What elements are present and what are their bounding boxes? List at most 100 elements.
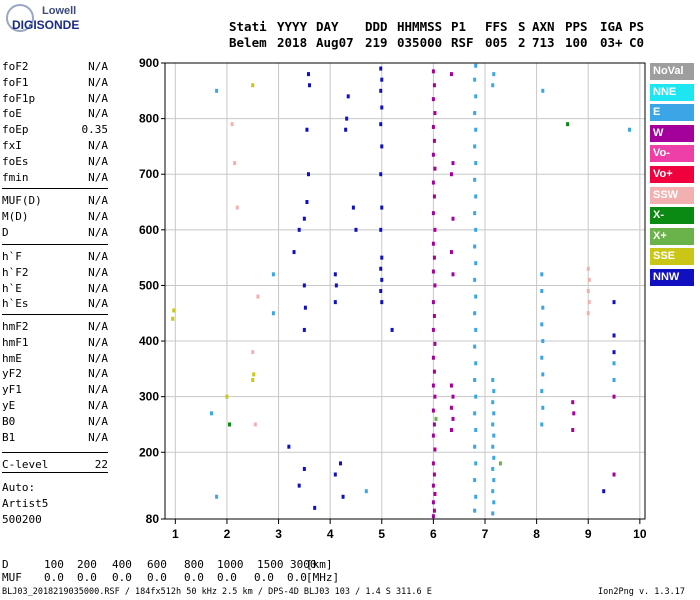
header-value-4: 035000 (397, 35, 443, 50)
footer-d-value: 400 (112, 558, 132, 571)
x-tick-label: 6 (430, 527, 437, 541)
param-row-ye: yE N/A (2, 399, 108, 415)
header-label-7: S (518, 19, 526, 34)
data-point-e (474, 294, 478, 299)
data-point-w (431, 433, 435, 438)
data-point-nnw (345, 116, 349, 121)
param-row-hf2: h`F2 N/A (2, 266, 108, 282)
footer-d-value: 1500 (257, 558, 284, 571)
param-name: foEs (2, 154, 29, 168)
data-point-ssw (586, 311, 590, 316)
data-point-nnw (313, 505, 317, 510)
data-point-e (474, 63, 478, 68)
data-point-nnw (612, 333, 616, 338)
header-value-0: Belem (229, 35, 267, 50)
data-point-e (473, 444, 477, 449)
digisonde-logo: Lowell DIGISONDE (2, 2, 79, 36)
data-point-e (473, 377, 477, 382)
param-name: h`F (2, 250, 22, 263)
data-point-w (572, 411, 576, 416)
param-value: N/A (88, 225, 108, 239)
footer-version: Ion2Png v. 1.3.17 (598, 587, 685, 597)
param-row-fxi: fxI N/A (2, 139, 108, 155)
data-point-e (474, 461, 478, 466)
data-point-w (431, 269, 435, 274)
header-label-9: PPS (565, 19, 588, 34)
data-point-w (451, 161, 455, 166)
data-point-w (449, 405, 453, 410)
param-separator (2, 188, 108, 189)
data-point-w (431, 97, 435, 102)
data-point-w (431, 327, 435, 332)
data-point-e (492, 455, 496, 460)
param-name: foF1 (2, 75, 29, 89)
data-point-e (473, 144, 477, 149)
y-tick-label: 200 (139, 445, 159, 459)
header-value-9: 100 (565, 35, 588, 50)
data-point-w (433, 491, 437, 496)
param-row-yf1: yF1 N/A (2, 383, 108, 399)
param-name: foE (2, 107, 22, 121)
data-point-nnw (302, 283, 306, 288)
param-name: h`E (2, 281, 22, 295)
data-point-w (451, 394, 455, 399)
data-point-e (541, 405, 545, 410)
data-point-nnw (390, 327, 394, 332)
param-row-hmf1: hmF1 N/A (2, 336, 108, 352)
param-value: N/A (88, 139, 108, 152)
data-point-w (432, 314, 436, 319)
data-point-w (451, 216, 455, 221)
data-point-nnw (379, 289, 383, 293)
data-point-w (432, 194, 436, 199)
data-point-nnw (297, 483, 301, 488)
param-value: N/A (88, 107, 108, 121)
legend-item-nne: NNE (650, 83, 694, 101)
legend-item-nnw: NNW (650, 269, 694, 286)
data-point-w (431, 211, 435, 216)
y-tick-label: 600 (139, 223, 159, 237)
x-tick-label: 3 (275, 527, 282, 541)
data-point-w (432, 422, 436, 427)
data-point-e (540, 289, 544, 293)
data-point-w (433, 394, 437, 399)
param-row-md: M(D) N/A (2, 210, 108, 226)
data-point-nnw (334, 283, 338, 288)
param-row-b1: B1 N/A (2, 431, 108, 447)
param-name: hmF1 (2, 335, 29, 349)
data-point-e (474, 394, 478, 399)
header-label-6: FFS (485, 19, 508, 34)
data-point-nnw (380, 255, 384, 260)
data-point-w (449, 172, 453, 177)
header-value-3: 219 (365, 35, 388, 50)
y-tick-label: 900 (139, 56, 159, 70)
data-point-e (474, 494, 478, 499)
data-point-nnw (305, 200, 309, 205)
header-label-4: HHMMSS (397, 19, 443, 34)
data-point-w (612, 394, 616, 399)
param-name: hmF2 (2, 320, 29, 333)
data-point-w (431, 383, 435, 388)
data-point-nnw (379, 66, 383, 71)
param-name: MUF(D) (2, 194, 42, 207)
param-row-fof2: foF2 N/A (2, 60, 108, 76)
data-point-w (451, 416, 455, 421)
data-point-e (474, 127, 478, 132)
data-point-nnw (612, 350, 616, 355)
param-value: N/A (88, 383, 108, 397)
data-point-w (449, 428, 453, 433)
data-point-w (431, 514, 435, 519)
param-row-hmf2: hmF2 N/A (2, 320, 108, 336)
data-point-w (431, 180, 435, 185)
footer-d-value: 200 (77, 558, 97, 571)
data-point-w (571, 428, 575, 433)
param-value: 22 (94, 458, 108, 471)
header-value-1: 2018 (277, 35, 308, 50)
data-point-e (492, 500, 496, 505)
data-point-e (473, 77, 477, 82)
data-point-w (433, 447, 437, 452)
data-point-nnw (351, 205, 355, 210)
data-point-w (431, 355, 435, 360)
data-point-nnw (302, 327, 306, 332)
param-value: N/A (88, 194, 108, 207)
data-point-e (474, 261, 478, 266)
